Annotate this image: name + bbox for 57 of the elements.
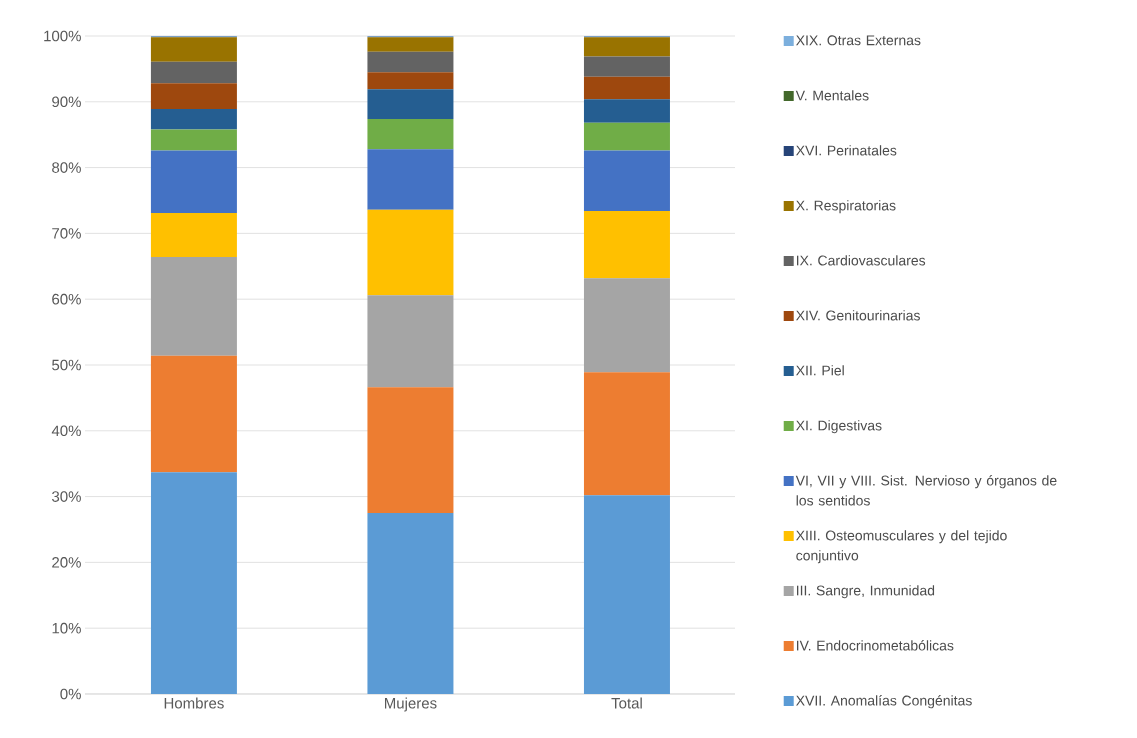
y-tick-label: 20% — [52, 557, 81, 568]
y-tick-label: 50% — [52, 359, 81, 371]
bar — [150, 355, 237, 473]
legend-label: IX. Cardiovasculares — [797, 255, 926, 266]
bar — [150, 83, 237, 110]
x-tick-label: Total — [611, 697, 642, 709]
legend-label: XIX. Otras Externas — [796, 35, 921, 46]
bar — [583, 56, 670, 77]
bar — [583, 495, 670, 694]
bar — [367, 37, 454, 52]
legend-label: XIV. Genitourinarias — [796, 310, 920, 321]
bar — [150, 257, 237, 356]
bar — [150, 109, 237, 130]
bar — [367, 51, 454, 73]
bar — [367, 89, 454, 119]
bar — [150, 472, 237, 694]
bar — [583, 372, 670, 496]
y-tick-label: 0% — [60, 688, 81, 700]
bar — [367, 387, 454, 514]
bar — [150, 37, 237, 62]
y-tick-label: 60% — [52, 293, 81, 305]
bar — [150, 150, 237, 213]
legend-label: XI. Digestivas — [796, 420, 882, 434]
bar — [583, 76, 670, 100]
legend-label: XVII. Anomalías Congénitas — [796, 695, 972, 709]
bar — [583, 211, 670, 279]
legend-label: XIII. Osteomusculares y del tejido conjuntivo — [796, 530, 1007, 564]
bar — [367, 513, 454, 694]
legend-label: V. Mentales — [795, 90, 869, 101]
bar — [583, 278, 670, 373]
y-tick-label: 90% — [52, 96, 81, 108]
x-tick-label: Hombres — [164, 697, 224, 709]
bar — [583, 99, 670, 123]
legend-label: XII. Piel — [796, 365, 844, 376]
y-tick-label: 40% — [51, 425, 81, 437]
y-tick-label: 30% — [52, 491, 81, 502]
bar — [583, 122, 670, 151]
bar — [367, 295, 454, 388]
y-tick-label: 10% — [52, 622, 81, 634]
bar — [150, 129, 237, 151]
legend-label: IV. Endocrinometabólicas — [797, 640, 954, 651]
y-tick-label: 100% — [44, 30, 81, 42]
y-tick-label: 70% — [52, 228, 81, 239]
bar — [150, 212, 237, 258]
legend-label: XVI. Perinatales — [796, 145, 897, 156]
y-tick-label: 80% — [52, 162, 81, 173]
legend-label: III. Sangre, Inmunidad — [797, 585, 935, 599]
bar — [367, 149, 454, 210]
bar — [367, 72, 454, 90]
bar — [367, 209, 454, 296]
x-tick-label: Mujeres — [384, 697, 437, 712]
bar — [367, 118, 454, 150]
bar — [583, 37, 670, 57]
legend-label: X. Respiratorias — [796, 200, 896, 214]
bar — [583, 150, 670, 212]
bar — [150, 61, 237, 84]
legend-label: VI, VII y VIII. Sist. Nervioso y órganos de los sentidos — [795, 475, 1057, 506]
